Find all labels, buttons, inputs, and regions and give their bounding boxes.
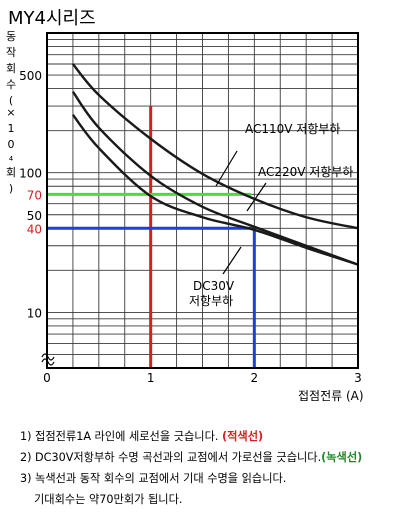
page-title: MY4시리즈 [8,8,96,29]
step-2: 2) DC30V저항부하 수명 곡선과의 교점에서 가로선을 긋습니다.(녹색선… [20,447,415,468]
y-axis-label-char: 회 [6,166,16,179]
x-tick-label: 0 [43,371,51,385]
step-2-text: 2) DC30V저항부하 수명 곡선과의 교점에서 가로선을 긋습니다. [20,451,322,464]
series-layer [71,63,359,266]
series-line-2 [71,91,359,266]
y-axis-label-char: ( [9,94,13,107]
step-1-text: 1) 접점전류1A 라인에 세로선을 긋습니다. [20,430,219,443]
y-tick-label: 50 [27,209,42,223]
step-4-text: 기대회수는 약70만회가 됩니다. [34,493,183,506]
series-label-1: AC110V 저항부하 [245,122,340,136]
leader-line-3 [222,246,242,275]
x-tick-label: 2 [251,371,259,385]
y-axis-label-char: ⁴ [9,154,14,167]
y-axis-label-char: 1 [8,122,15,135]
step-2-note: (녹색선) [321,451,363,464]
instructions: 1) 접점전류1A 라인에 세로선을 긋습니다. (적색선) 2) DC30V저… [20,426,415,510]
step-3-text: 3) 녹색선과 동작 회수의 교점에서 기대 수명을 읽습니다. [20,472,287,485]
x-tick-label: 3 [354,371,362,385]
series-line-1 [71,63,359,230]
y-axis-label-char: 작 [6,46,16,59]
series-label-2: AC220V 저항부하 [258,165,353,179]
y-axis-label-char: 회 [6,62,16,75]
y-tick-label: 500 [19,69,42,83]
step-1-note: (적색선) [222,430,264,443]
y-tick-label: 10 [27,306,42,320]
guide-layer [47,106,256,368]
series-label-3-line1: DC30V [193,279,235,293]
plot-frame [46,32,359,369]
y-axis-label-char: 수 [6,78,16,91]
y-axis-label-char: 0 [8,138,15,151]
step-3: 3) 녹색선과 동작 회수의 교점에서 기대 수명을 읽습니다. [20,468,415,489]
step-1: 1) 접점전류1A 라인에 세로선을 긋습니다. (적색선) [20,426,415,447]
y-tick-label: 40 [27,222,42,236]
x-axis-label: 접점전류 (A) [298,389,364,403]
y-axis-label-char: 동 [6,30,16,43]
x-tick-label: 1 [147,371,155,385]
y-axis-label-char: × [6,106,15,119]
leader-line-1 [215,150,238,187]
y-axis-label-char: ) [9,182,13,195]
series-line-3 [71,113,359,266]
y-tick-label: 70 [27,188,42,202]
series-label-3-line2: 저항부하 [189,294,233,308]
y-tick-label: 100 [19,167,42,181]
leader-line-2 [246,182,267,212]
step-4: 기대회수는 약70만회가 됩니다. [20,489,415,510]
